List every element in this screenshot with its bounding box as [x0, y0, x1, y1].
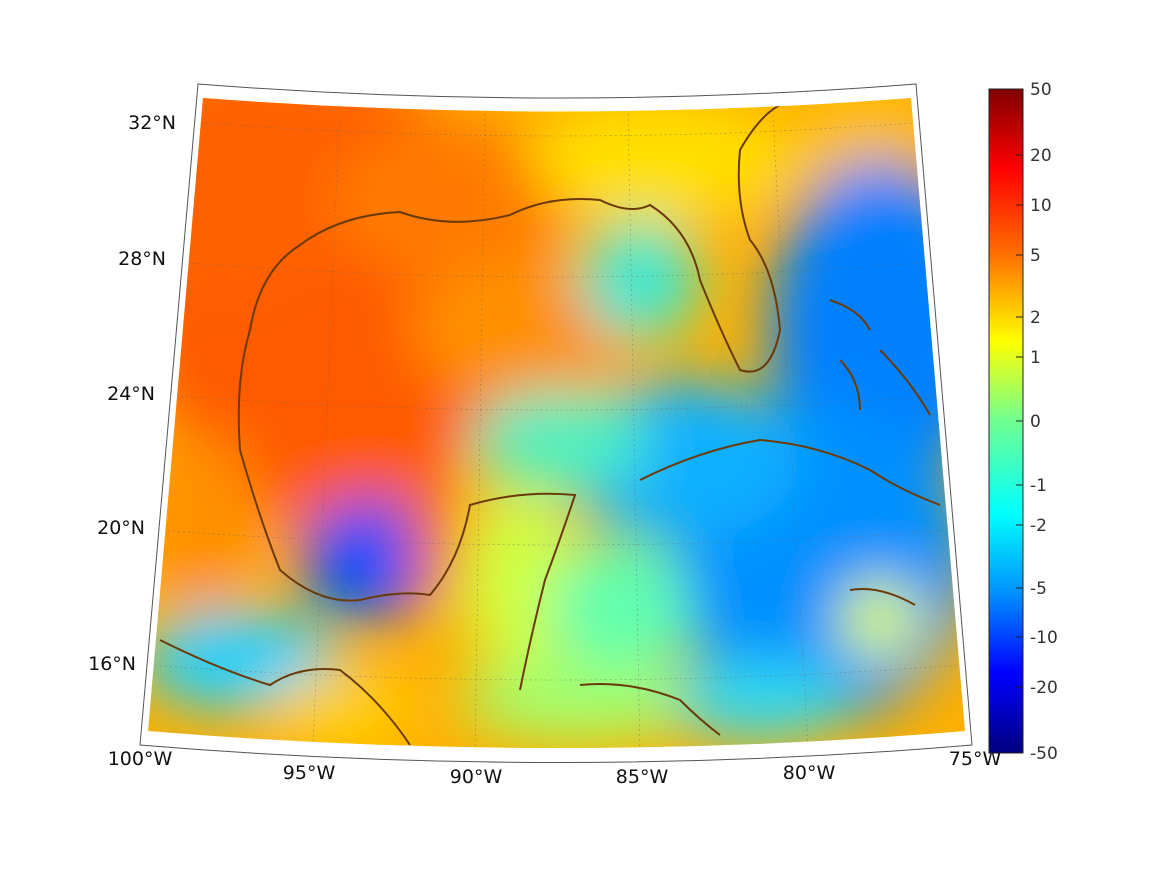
longitude-labels: 100°W 95°W 90°W 85°W 80°W 75°W	[108, 748, 1002, 788]
colorbar-tick-label: 5	[1030, 246, 1041, 266]
colorbar-tick-label: -5	[1030, 579, 1047, 599]
lon-label-80w: 80°W	[783, 762, 836, 784]
lon-label-100w: 100°W	[108, 748, 173, 770]
colorbar-tick-label: 50	[1030, 80, 1052, 100]
lon-label-75w: 75°W	[949, 748, 1002, 770]
colorbar-tick-label: 1	[1030, 348, 1041, 368]
lat-label-28n: 28°N	[118, 248, 166, 270]
colorbar-tick-label: -20	[1030, 678, 1058, 698]
lon-label-95w: 95°W	[283, 762, 336, 784]
colorbar-tick-label: 0	[1030, 412, 1041, 432]
coastlines	[159, 104, 941, 746]
lat-label-24n: 24°N	[107, 383, 155, 405]
colorbar-tick-label: -2	[1030, 516, 1047, 536]
colorbar-tick-label: -50	[1030, 744, 1058, 764]
colorbar-tick-label: 20	[1030, 146, 1052, 166]
data-field	[148, 98, 965, 748]
colorbar-tick-label: 10	[1030, 196, 1052, 216]
lat-label-32n: 32°N	[128, 112, 176, 134]
lon-label-90w: 90°W	[450, 766, 503, 788]
lon-label-85w: 85°W	[616, 766, 669, 788]
lat-label-16n: 16°N	[88, 653, 136, 675]
latitude-labels: 32°N 28°N 24°N 20°N 16°N	[88, 112, 176, 675]
lat-label-20n: 20°N	[97, 517, 145, 539]
colorbar-tick-label: -1	[1030, 476, 1047, 496]
graticule	[149, 99, 963, 748]
colorbar-tick-label: 2	[1030, 308, 1041, 328]
colorbar-tick-label: -10	[1030, 628, 1058, 648]
